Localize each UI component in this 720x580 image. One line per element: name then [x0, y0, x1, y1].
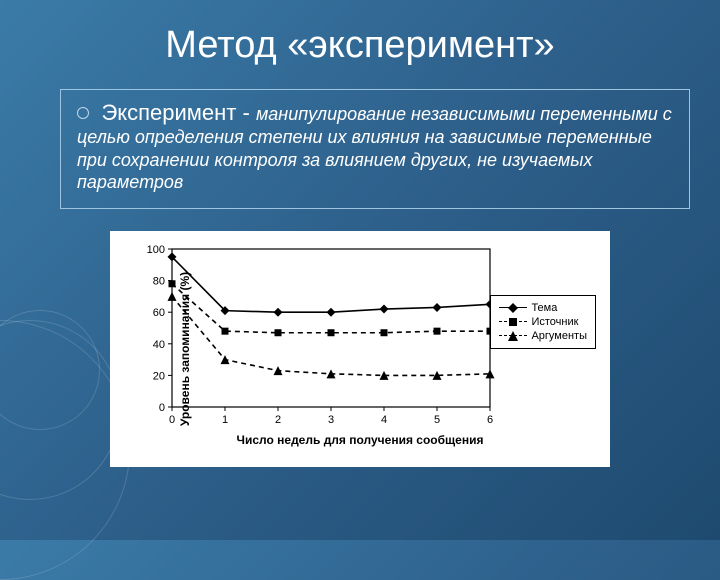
- x-axis-label: Число недель для получения сообщения: [120, 433, 600, 447]
- legend-label: Источник: [531, 316, 578, 328]
- svg-text:0: 0: [169, 414, 175, 426]
- svg-text:4: 4: [381, 414, 387, 426]
- chart-container: Уровень запоминания (%) 0 20 40 60 80 100 0 1 2 3…: [110, 231, 610, 467]
- legend-label: Аргументы: [531, 330, 587, 342]
- legend: Тема Источник Аргументы: [490, 295, 596, 349]
- bullet-icon: [77, 107, 89, 119]
- slide-title: Метод «эксперимент»: [0, 0, 720, 67]
- svg-text:40: 40: [153, 338, 165, 350]
- legend-label: Тема: [531, 302, 557, 314]
- legend-item: Источник: [499, 316, 587, 328]
- svg-text:3: 3: [328, 414, 334, 426]
- svg-text:1: 1: [222, 414, 228, 426]
- svg-text:6: 6: [487, 414, 493, 426]
- svg-text:100: 100: [147, 244, 165, 256]
- svg-text:0: 0: [159, 402, 165, 414]
- legend-item: Аргументы: [499, 330, 587, 342]
- definition-lead: Эксперимент -: [101, 100, 256, 125]
- y-axis-label: Уровень запоминания (%): [178, 271, 192, 425]
- definition-box: Эксперимент - манипулирование независимы…: [60, 89, 690, 209]
- svg-text:20: 20: [153, 370, 165, 382]
- svg-text:5: 5: [434, 414, 440, 426]
- svg-text:2: 2: [275, 414, 281, 426]
- legend-item: Тема: [499, 302, 587, 314]
- svg-text:80: 80: [153, 275, 165, 287]
- svg-text:60: 60: [153, 307, 165, 319]
